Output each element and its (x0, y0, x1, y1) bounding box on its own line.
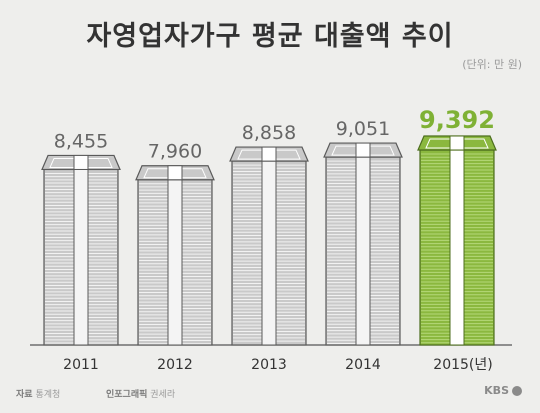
bill-band (355, 142, 371, 158)
bill-inner-border (425, 138, 489, 149)
category-label: 2013 (251, 357, 287, 373)
bill-inner-border (143, 168, 207, 179)
unit-label: (단위: 만 원) (462, 58, 522, 71)
category-label: 2011 (63, 357, 99, 373)
bar-2014 (323, 142, 403, 346)
bill-inner-border (49, 157, 113, 168)
bill-band (167, 165, 183, 181)
kbs-logo: KBS (484, 384, 522, 397)
credit-value: 권세라 (150, 390, 176, 400)
logo-mark-icon (512, 385, 522, 396)
bar-2013 (229, 146, 309, 346)
infographic-credit: 인포그래픽 권세라 (106, 387, 175, 400)
bars-group: 8,455 2011 7,960 2012 8,858 2013 9,051 2014 9,39… (41, 106, 497, 373)
category-label: 2014 (345, 357, 381, 373)
chart-title: 자영업자가구 평균 대출액 추이 (86, 21, 454, 52)
value-label: 8,858 (242, 122, 296, 144)
bar-band (73, 168, 89, 346)
bar-2012 (135, 165, 215, 346)
bar-band (167, 179, 183, 346)
value-label: 7,960 (148, 141, 202, 163)
bill-inner-border (237, 149, 301, 160)
value-label: 9,051 (336, 118, 390, 140)
logo-text: KBS (484, 384, 509, 397)
source-label: 자료 (16, 390, 33, 400)
source-credit: 자료 통계청 (16, 387, 60, 400)
bill-band (449, 135, 465, 151)
bill-inner-border (331, 145, 395, 156)
value-label: 8,455 (54, 130, 108, 152)
source-value: 통계청 (35, 390, 61, 400)
value-label: 9,392 (419, 106, 495, 134)
category-label: 2015(년) (433, 357, 492, 373)
bill-band (261, 146, 277, 162)
bar-2015(년) (417, 135, 497, 346)
bill-band (73, 154, 89, 170)
bar-band (261, 160, 277, 346)
bar-band (355, 156, 371, 346)
bar-band (449, 149, 465, 346)
credit-label: 인포그래픽 (106, 390, 148, 400)
category-label: 2012 (157, 357, 193, 373)
bar-2011 (41, 154, 121, 346)
